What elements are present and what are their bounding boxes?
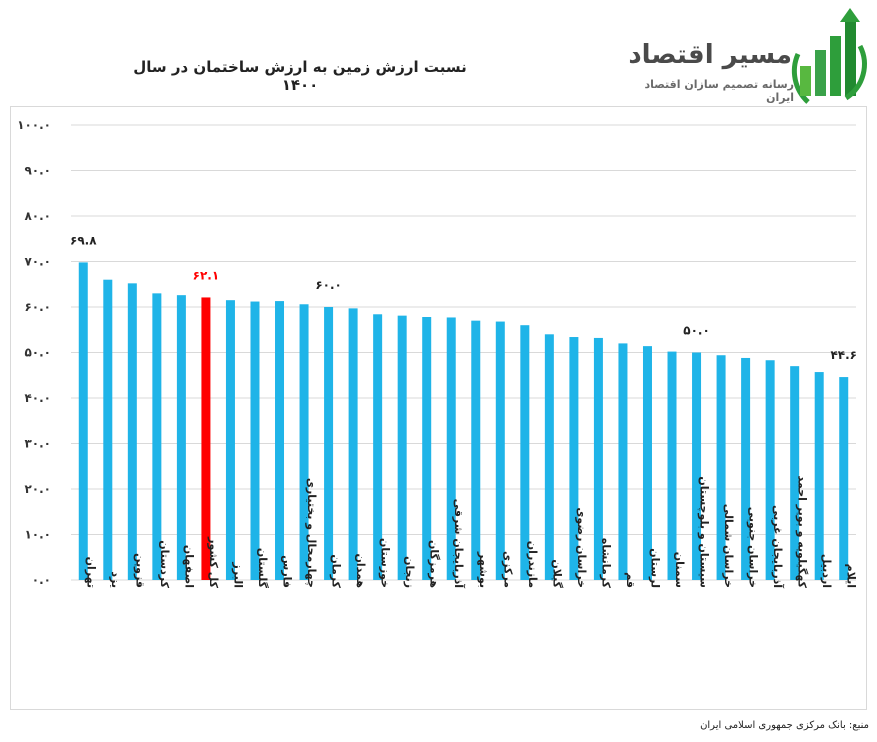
x-tick-label: مرکزی: [501, 551, 514, 588]
bar: [495, 321, 505, 580]
y-tick-label: ۲۰.۰: [24, 482, 51, 496]
x-tick-label: اصفهان: [182, 545, 195, 588]
bar: [667, 351, 677, 580]
bar: [544, 334, 554, 580]
bar: [201, 297, 211, 580]
logo-subtitle: رسانه تصمیم سازان اقتصاد ایران: [644, 78, 794, 104]
y-tick-label: ۱۰۰.۰: [17, 118, 51, 132]
x-tick-label: چهارمحال و بختیاری: [305, 478, 318, 588]
bar: [569, 337, 579, 580]
x-tick-label: البرز: [231, 561, 244, 588]
bar: [716, 355, 726, 580]
y-tick-label: ۷۰.۰: [24, 255, 51, 269]
bar: [373, 314, 383, 580]
x-tick-label: قم: [624, 572, 637, 588]
bar: [618, 343, 628, 580]
bar: [127, 283, 137, 580]
bar: [593, 337, 603, 580]
x-tick-label: مازندران: [526, 541, 539, 588]
logo-graphic-icon: [791, 8, 867, 104]
y-tick-label: ۴۰.۰: [24, 391, 51, 405]
bar: [324, 307, 334, 580]
x-tick-label: فارس: [281, 555, 294, 588]
x-tick-label: یزد: [109, 571, 122, 588]
x-tick-label: خراسان رضوی: [575, 507, 588, 588]
x-tick-label: ایلام: [845, 564, 858, 588]
x-tick-label: کرمانشاه: [599, 538, 612, 589]
bar: [471, 320, 481, 580]
data-label: ۶۲.۱: [193, 268, 220, 282]
bar-chart: ۰.۰ ۱۰.۰ ۲۰.۰ ۳۰.۰ ۴۰.۰ ۵۰.۰ ۶۰.۰ ۷۰.۰ ۸۰.۰ ۹۰.۰ ۱…: [17, 118, 858, 589]
bar: [741, 357, 751, 580]
y-tick-label: ۹۰.۰: [24, 164, 51, 178]
x-tick-label: هرمزگان: [428, 540, 441, 588]
x-tick-label: آذربایجان شرقی: [452, 499, 466, 589]
logo: مسیر اقتصاد رسانه تصمیم سازان اقتصاد ایر…: [612, 6, 870, 106]
x-tick-label: سمنان: [673, 552, 686, 588]
y-tick-label: ۰.۰: [32, 573, 51, 587]
bar: [299, 304, 309, 580]
bar: [520, 325, 530, 580]
y-tick-label: ۱۰.۰: [24, 528, 51, 542]
x-tick-label: اردبیل: [820, 554, 833, 588]
bar: [642, 346, 652, 580]
x-tick-label: گلستان: [256, 548, 269, 589]
y-tick-label: ۵۰.۰: [24, 346, 51, 360]
bar: [275, 301, 285, 580]
y-tick-label: ۳۰.۰: [24, 437, 51, 451]
bar: [765, 360, 775, 580]
x-tick-label: کرمان: [330, 554, 343, 588]
data-label: ۶۹.۸: [70, 233, 97, 247]
bar: [78, 262, 88, 580]
bar: [839, 377, 849, 580]
x-tick-label: گیلان: [550, 559, 563, 588]
x-tick-label: آذربایجان غربی: [771, 505, 785, 588]
chart-title: نسبت ارزش زمین به ارزش ساختمان در سال ۱۴…: [133, 58, 467, 94]
bar: [103, 279, 113, 580]
x-tick-label: خراسان شمالی: [722, 504, 735, 588]
x-tick-label: خراسان جنوبی: [747, 507, 760, 588]
chart-frame: ۰.۰ ۱۰.۰ ۲۰.۰ ۳۰.۰ ۴۰.۰ ۵۰.۰ ۶۰.۰ ۷۰.۰ ۸۰.۰ ۹۰.۰ ۱…: [10, 106, 867, 710]
source-note: منبع: بانک مرکزی جمهوری اسلامی ایران: [700, 720, 869, 731]
bar: [422, 317, 432, 580]
bar: [814, 372, 824, 580]
x-tick-label: کل کشور: [207, 536, 220, 588]
logo-title: مسیر اقتصاد: [628, 40, 792, 70]
x-tick-label: بوشهر: [477, 551, 490, 588]
x-tick-label: قزوین: [133, 553, 146, 588]
bar: [790, 366, 800, 580]
x-tick-label: خوزستان: [379, 538, 392, 588]
x-tick-label: لرستان: [648, 548, 661, 588]
bar: [397, 315, 407, 580]
data-label: ۵۰.۰: [683, 324, 710, 338]
x-tick-label: تهران: [84, 557, 97, 588]
bar: [446, 317, 456, 580]
x-tick-label: کردستان: [158, 540, 171, 588]
x-tick-label: سیستان و بلوچستان: [698, 476, 711, 588]
bar: [176, 295, 186, 580]
x-tick-label: همدان: [354, 553, 367, 588]
y-tick-label: ۶۰.۰: [24, 300, 51, 314]
x-tick-label: زنجان: [403, 556, 416, 588]
data-label: ۶۰.۰: [315, 278, 342, 292]
bar: [152, 293, 162, 580]
bar: [250, 301, 260, 580]
bar: [348, 308, 358, 580]
y-tick-label: ۸۰.۰: [24, 209, 51, 223]
data-label: ۴۴.۶: [830, 348, 857, 362]
bar: [225, 300, 235, 580]
bar: [692, 352, 702, 580]
x-tick-label: کهگیلویه و بویر احمد: [796, 476, 809, 589]
